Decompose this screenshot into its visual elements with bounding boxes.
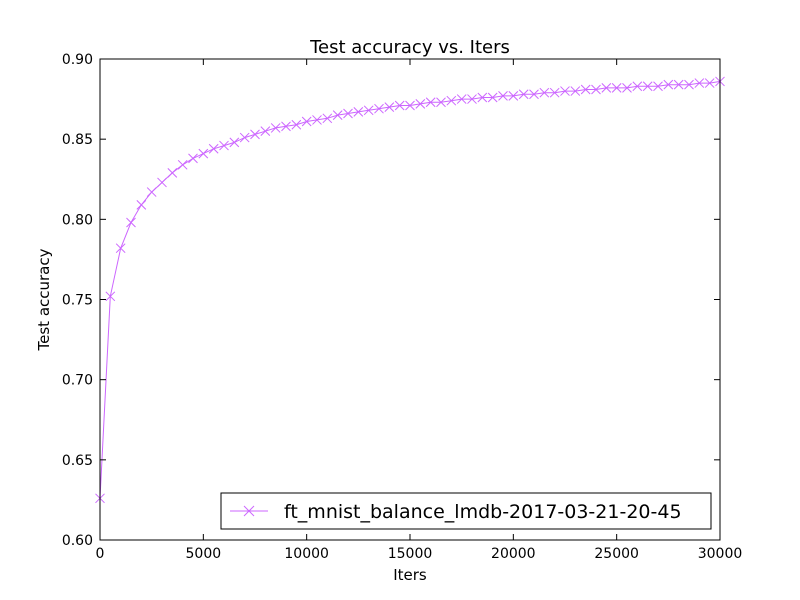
data-point xyxy=(219,140,229,151)
plot-layer xyxy=(95,76,725,504)
y-tick-label: 0.75 xyxy=(62,293,93,309)
data-point xyxy=(498,91,508,101)
y-axis-label: Test accuracy xyxy=(35,248,53,351)
y-tick-label: 0.65 xyxy=(62,453,93,469)
data-point xyxy=(570,86,581,96)
data-point xyxy=(126,217,136,228)
data-point xyxy=(642,81,653,92)
data-point xyxy=(622,83,632,93)
data-point xyxy=(653,81,663,92)
y-tick-label: 0.80 xyxy=(62,212,93,228)
data-point xyxy=(353,107,364,117)
x-tick-label: 25000 xyxy=(594,546,639,562)
data-point xyxy=(673,79,684,90)
data-point xyxy=(518,89,529,100)
data-point xyxy=(260,126,271,137)
data-point xyxy=(208,143,219,154)
data-point xyxy=(198,148,209,159)
data-point xyxy=(467,94,477,104)
x-tick-label: 15000 xyxy=(388,546,433,562)
data-point xyxy=(560,86,570,96)
data-point xyxy=(394,100,405,111)
data-point xyxy=(477,92,488,103)
data-point xyxy=(312,115,322,125)
ticks-layer: 0 5000 10000 15000 20000 25000 30000 0.60 0.65 0.… xyxy=(62,52,742,562)
data-point xyxy=(301,116,312,127)
x-tick-label: 30000 xyxy=(698,546,743,562)
x-tick-label: 5000 xyxy=(186,546,222,562)
data-point xyxy=(177,159,188,170)
data-point xyxy=(374,103,384,114)
data-point xyxy=(229,137,240,148)
data-point xyxy=(415,99,426,109)
legend-box xyxy=(220,492,712,530)
data-point xyxy=(446,95,457,106)
data-point xyxy=(704,78,715,88)
data-point xyxy=(487,92,498,103)
data-point xyxy=(405,100,415,111)
data-point xyxy=(281,121,291,132)
data-point xyxy=(694,78,705,88)
data-point xyxy=(601,83,612,93)
data-point xyxy=(188,153,198,164)
data-point xyxy=(332,110,343,120)
data-point xyxy=(115,243,126,254)
data-point xyxy=(239,132,250,143)
data-point xyxy=(684,79,694,90)
data-point xyxy=(384,102,395,112)
data-point xyxy=(270,123,281,133)
data-point xyxy=(508,91,519,101)
data-point xyxy=(322,113,333,124)
data-point xyxy=(363,105,374,116)
chart-title: Test accuracy vs. Iters xyxy=(309,37,510,58)
data-point xyxy=(425,97,436,108)
data-point xyxy=(632,81,643,92)
x-axis-label: Iters xyxy=(393,566,427,584)
data-point xyxy=(146,187,157,197)
data-point xyxy=(549,87,560,98)
y-tick-label: 0.70 xyxy=(62,373,93,389)
data-point xyxy=(105,291,116,302)
data-point xyxy=(250,129,260,140)
legend-marker xyxy=(243,505,255,517)
data-point xyxy=(157,177,167,188)
x-tick-label: 20000 xyxy=(491,546,536,562)
data-point xyxy=(436,97,446,108)
data-point xyxy=(529,89,539,100)
data-point xyxy=(539,87,550,98)
data-point xyxy=(663,79,674,90)
data-point xyxy=(456,94,467,104)
data-point xyxy=(580,84,591,95)
y-tick-label: 0.90 xyxy=(62,52,93,68)
x-tick-label: 0 xyxy=(96,546,105,562)
data-point xyxy=(611,83,622,93)
data-point xyxy=(167,167,178,178)
data-point xyxy=(291,119,302,130)
data-point xyxy=(136,200,147,210)
legend: ft_mnist_balance_lmdb-2017-03-21-20-45 xyxy=(220,492,712,530)
y-tick-label: 0.60 xyxy=(62,533,93,549)
x-tick-label: 10000 xyxy=(284,546,329,562)
data-point xyxy=(343,108,353,119)
data-point xyxy=(591,84,601,95)
legend-label: ft_mnist_balance_lmdb-2017-03-21-20-45 xyxy=(284,501,682,523)
y-tick-label: 0.85 xyxy=(62,132,93,148)
